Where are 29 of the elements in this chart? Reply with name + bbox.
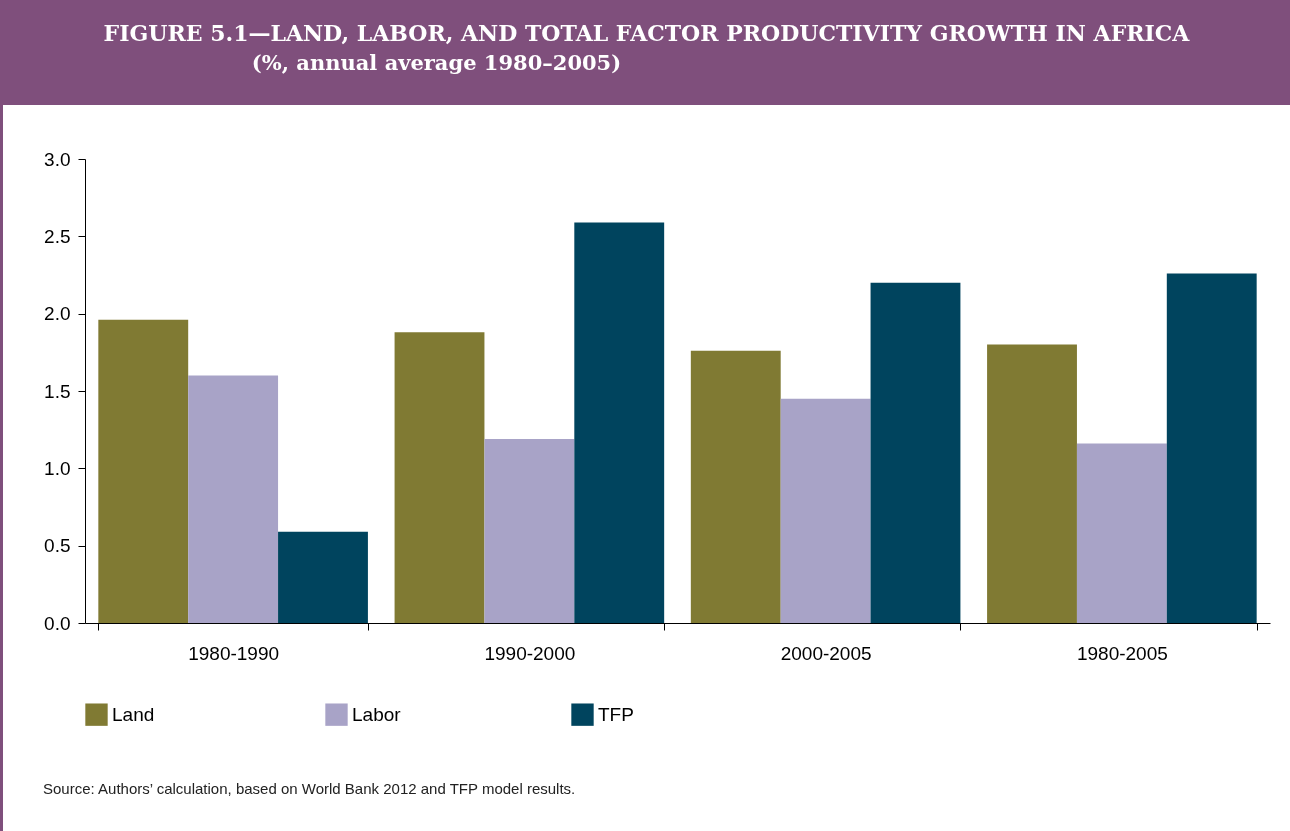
x-tick-label: 1980-2005 <box>1076 642 1168 664</box>
y-tick-label: 1.5 <box>44 380 71 402</box>
chart-title: FIGURE 5.1—LAND, LABOR, AND TOTAL FACTOR PRODUCTIVITY GROWTH IN AFRICA <box>102 20 1191 46</box>
y-tick-label: 1.0 <box>44 457 71 479</box>
bar <box>278 531 368 623</box>
chart-subtitle: (%, annual average 1980–2005) <box>250 50 623 75</box>
x-tick-label: 1980-1990 <box>188 642 280 664</box>
bar <box>484 438 575 623</box>
bar <box>574 222 665 623</box>
y-tick-label: 3.0 <box>44 148 71 170</box>
y-tick-label: 0.5 <box>44 535 71 557</box>
x-tick-label: 1990-2000 <box>484 642 576 664</box>
bar <box>870 282 961 623</box>
source-note: Source: Authors’ calculation, based on World Bank 2012 and TFP model results. <box>43 780 576 797</box>
bar <box>780 398 871 623</box>
bar <box>188 375 279 623</box>
bar <box>394 332 485 623</box>
legend-label: TFP <box>598 703 634 725</box>
legend-label: Labor <box>352 703 402 725</box>
bar <box>1166 273 1257 623</box>
bar <box>98 319 189 623</box>
x-tick-label: 2000-2005 <box>780 642 872 664</box>
y-tick-label: 2.0 <box>44 303 71 325</box>
bar <box>1076 443 1167 623</box>
y-tick-label: 2.5 <box>44 225 71 247</box>
bar <box>987 344 1077 623</box>
legend-label: Land <box>112 703 155 725</box>
bar <box>690 350 781 623</box>
y-tick-label: 0.0 <box>44 612 71 634</box>
